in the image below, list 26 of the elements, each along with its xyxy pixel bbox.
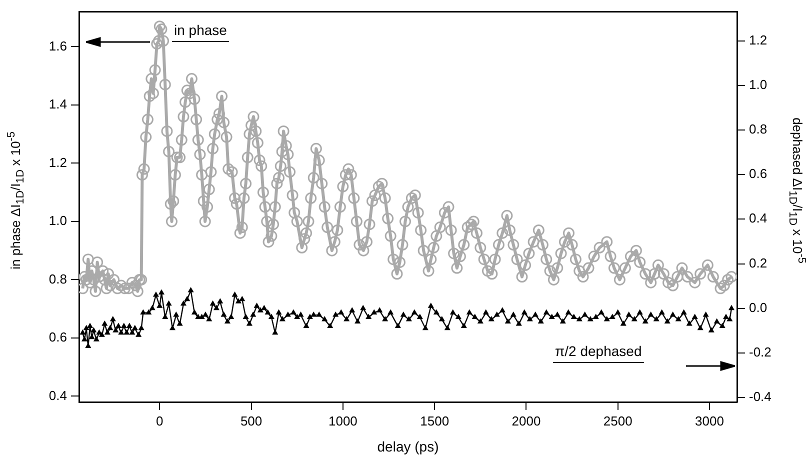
x-tick-label: 1000 [328,413,358,428]
series-label: π/2 dephased [553,343,644,363]
y2-tick-label: 0.2 [749,255,768,270]
y-tick-label: 1.4 [48,96,67,112]
y-tick-label: 0.8 [48,271,67,286]
y-tick-label: 1.2 [48,154,67,170]
x-tick-label: 1500 [420,413,450,428]
x-tick-label: 2000 [512,413,541,428]
y-tick-label: 1.0 [48,213,67,228]
x-tick-label: 0 [156,413,164,428]
x-tick-label: 2500 [603,413,632,428]
y2-tick-label: 0.8 [749,122,768,137]
y2-tick-label: 1.2 [749,32,768,48]
y2-tick-label: -0.4 [749,389,772,404]
y-tick-label: 0.6 [48,330,67,345]
y2-tick-label: -0.2 [749,344,772,360]
x-tick-label: 3000 [695,413,724,428]
y2-tick-label: 1.0 [749,76,768,92]
x-axis-title: delay (ps) [377,438,439,454]
x-tick-label: 500 [240,413,262,428]
y-tick-label: 1.6 [48,38,67,54]
y-tick-label: 0.4 [48,388,67,403]
series-label: in phase [172,22,229,42]
y2-tick-label: 0.0 [749,300,768,315]
y2-tick-label: 0.6 [749,166,768,182]
y2-tick-label: 0.4 [749,210,768,226]
